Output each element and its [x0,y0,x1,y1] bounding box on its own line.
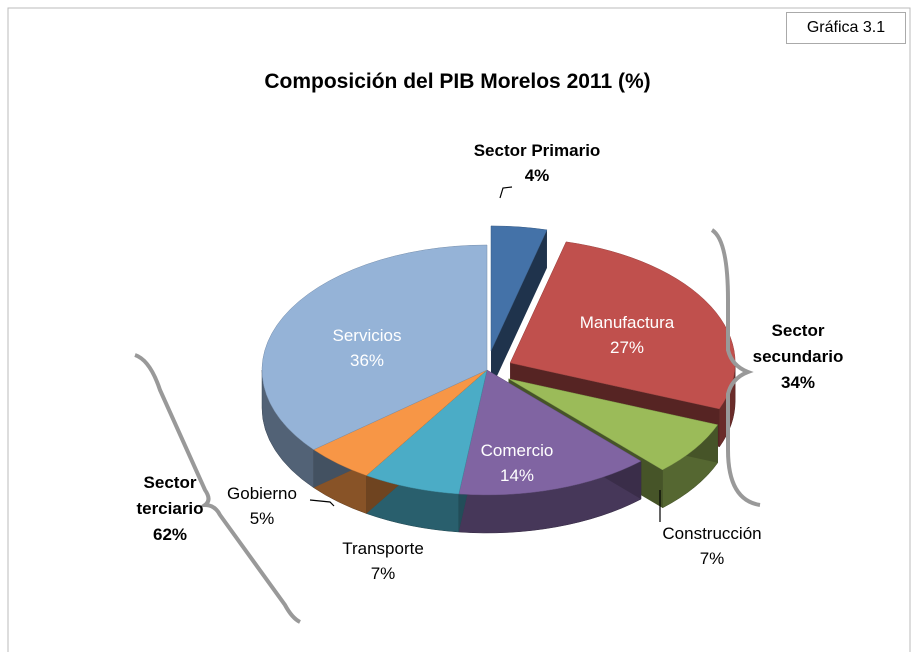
value-label: 7% [699,549,725,568]
value-label: 14% [499,466,535,485]
group-label: Sector secundario 34% [748,318,848,396]
value-label: 36% [349,351,385,370]
slice [261,244,488,450]
slice-label: Transporte 7% [342,536,424,586]
slice-edge [491,229,547,389]
group-name: Sector secundario [752,321,844,366]
slice-label: Sector Primario 4% [474,138,601,188]
frame [7,7,911,652]
category-name: Sector Primario [473,141,601,160]
category-name: Servicios [332,326,402,345]
slice-label: Construcción 7% [662,521,761,571]
value-label: 7% [370,564,396,583]
slice-label: Servicios 36% [333,323,402,373]
category-name: Construcción [662,524,762,543]
group-value: 34% [780,373,816,392]
category-name: Manufactura [579,313,675,332]
group-value: 62% [152,525,188,544]
bracket-secundario [710,228,761,507]
leader-line [499,186,513,199]
category-name: Transporte [342,539,424,558]
slices [261,225,736,534]
group-label: Sector terciario 62% [120,470,220,548]
group-name: Sector terciario [136,473,204,518]
chart-title: Composición del PIB Morelos 2011 (%) [264,70,651,93]
category-name: Comercio [480,441,554,460]
value-label: 4% [524,166,550,185]
slice [458,369,642,496]
chart-tag: Gráfica 3.1 [786,12,906,44]
slice [490,225,548,352]
slice-label: Gobierno 5% [227,481,297,531]
slice [508,378,719,471]
leader-line [309,499,335,507]
bracket-terciario [134,353,301,624]
category-name: Gobierno [227,484,297,503]
slice-label: Comercio 14% [481,438,554,488]
value-label: 27% [609,338,645,357]
slice-label: Manufactura 27% [580,310,675,360]
value-label: 5% [249,509,275,528]
